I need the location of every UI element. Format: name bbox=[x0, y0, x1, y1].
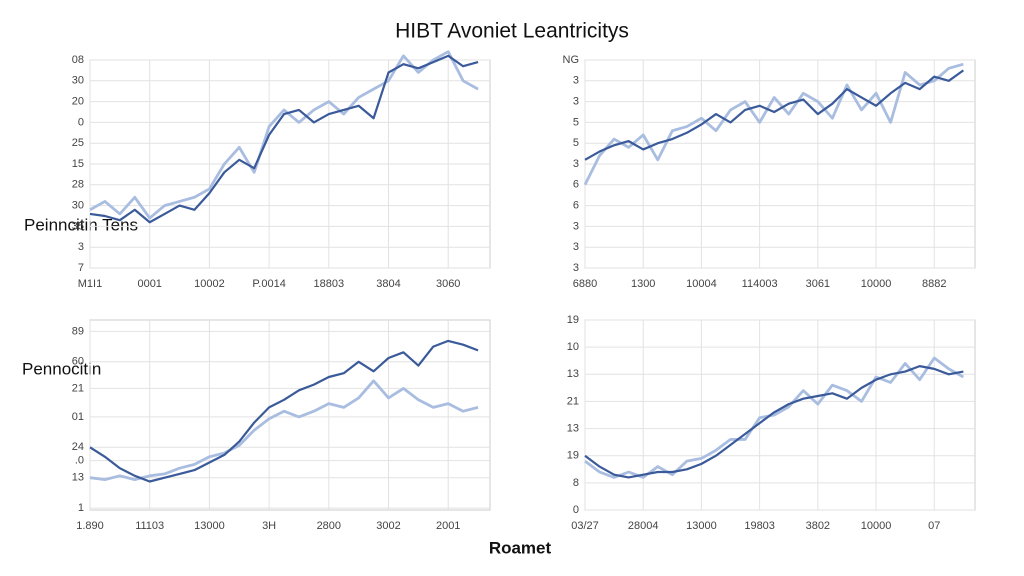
y-tick-label: 01 bbox=[72, 411, 84, 423]
y-axis-label: Peinncitin Tens bbox=[24, 215, 138, 234]
x-tick-label: 2001 bbox=[436, 520, 460, 532]
y-axis-label: Pennocitin bbox=[22, 359, 101, 378]
y-tick-label: 30 bbox=[72, 200, 84, 212]
x-tick-label: 03/27 bbox=[571, 520, 599, 532]
x-tick-label: 3002 bbox=[376, 520, 400, 532]
y-tick-label: 3 bbox=[573, 241, 579, 253]
x-tick-label: 10000 bbox=[861, 520, 892, 532]
series-line bbox=[583, 62, 964, 186]
x-tick-label: 3060 bbox=[436, 278, 460, 290]
y-tick-label: 0 bbox=[78, 116, 84, 128]
y-tick-label: 3 bbox=[78, 241, 84, 253]
x-tick-label: 1300 bbox=[631, 278, 655, 290]
y-tick-label: 24 bbox=[72, 441, 84, 453]
x-tick-label: 07 bbox=[928, 520, 940, 532]
x-tick-label: 3061 bbox=[806, 278, 830, 290]
x-tick-label: 3H bbox=[262, 520, 276, 532]
y-tick-label: 7 bbox=[78, 262, 84, 274]
y-tick-label: 89 bbox=[72, 325, 84, 337]
y-tick-label: 5 bbox=[573, 116, 579, 128]
x-tick-label: 13000 bbox=[194, 520, 225, 532]
series-line bbox=[89, 54, 479, 224]
y-tick-label: 19 bbox=[567, 314, 579, 326]
y-tick-label: 0 bbox=[573, 504, 579, 516]
y-tick-label: 3 bbox=[573, 262, 579, 274]
x-tick-label: P.0014 bbox=[252, 278, 285, 290]
y-tick-label: 13 bbox=[567, 422, 579, 434]
y-tick-label: 5 bbox=[573, 137, 579, 149]
x-tick-label: 114003 bbox=[742, 278, 778, 290]
x-tick-label: 11103 bbox=[135, 520, 164, 532]
y-tick-label: NG bbox=[563, 54, 580, 66]
x-tick-label: 10000 bbox=[861, 278, 892, 290]
x-tick-label: 18803 bbox=[314, 278, 345, 290]
y-tick-label: 13 bbox=[567, 368, 579, 380]
y-tick-label: 8 bbox=[573, 477, 579, 489]
x-tick-label: 3802 bbox=[806, 520, 830, 532]
x-tick-label: M1I1 bbox=[78, 278, 102, 290]
y-tick-label: 3 bbox=[573, 96, 579, 108]
y-tick-label: 60 bbox=[72, 356, 84, 368]
y-tick-label: 08 bbox=[72, 54, 84, 66]
x-tick-label: 19803 bbox=[744, 520, 775, 532]
y-tick-label: 6 bbox=[573, 200, 579, 212]
y-tick-label: 3 bbox=[573, 158, 579, 170]
y-tick-label: 28 bbox=[72, 179, 84, 191]
y-tick-label: 21 bbox=[567, 395, 579, 407]
x-tick-label: 8882 bbox=[922, 278, 946, 290]
y-tick-label: 20 bbox=[72, 96, 84, 108]
x-tick-label: 6880 bbox=[573, 278, 597, 290]
x-tick-label: 10004 bbox=[686, 278, 717, 290]
y-tick-label: 6 bbox=[573, 179, 579, 191]
y-tick-label: 15 bbox=[72, 158, 84, 170]
x-tick-label: 1.890 bbox=[76, 520, 104, 532]
y-tick-label: .0 bbox=[75, 455, 84, 467]
series-line bbox=[89, 339, 479, 483]
page-title: HIBT Avoniet Leantricitys bbox=[395, 20, 629, 43]
y-tick-label: 10 bbox=[567, 341, 579, 353]
y-tick-label: 25 bbox=[72, 137, 84, 149]
x-tick-label: 10002 bbox=[194, 278, 225, 290]
y-tick-label: 3 bbox=[573, 220, 579, 232]
x-tick-label: 28004 bbox=[628, 520, 659, 532]
x-tick-label: 0001 bbox=[137, 278, 161, 290]
y-tick-label: 35 bbox=[72, 220, 84, 232]
x-tick-label: 2800 bbox=[317, 520, 341, 532]
y-tick-label: 3 bbox=[573, 75, 579, 87]
y-tick-label: 1 bbox=[78, 502, 84, 514]
series-line bbox=[584, 365, 964, 479]
y-tick-label: 13 bbox=[72, 472, 84, 484]
x-axis-label: Roamet bbox=[489, 538, 552, 557]
series-line bbox=[89, 379, 479, 481]
y-tick-label: 19 bbox=[567, 450, 579, 462]
x-tick-label: 13000 bbox=[686, 520, 717, 532]
y-tick-label: 30 bbox=[72, 75, 84, 87]
series-line bbox=[584, 69, 964, 161]
y-tick-label: 21 bbox=[72, 382, 84, 394]
x-tick-label: 3804 bbox=[376, 278, 400, 290]
